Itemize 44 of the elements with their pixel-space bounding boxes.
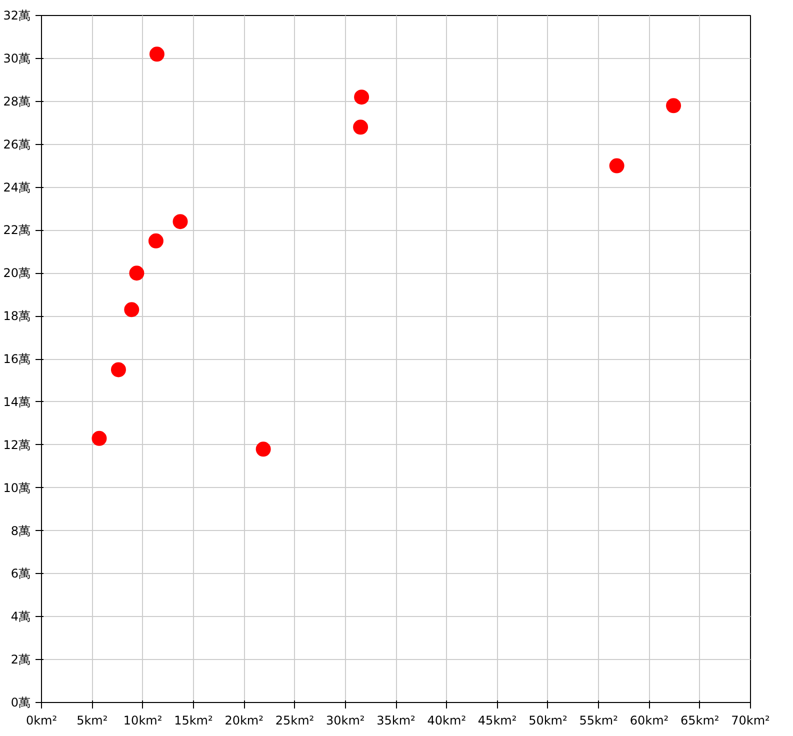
- y-tick-label: 0萬: [10, 696, 31, 710]
- y-tick-label: 22萬: [3, 223, 31, 238]
- y-tick-label: 32萬: [3, 8, 31, 22]
- x-tick-label: 10km²: [123, 714, 162, 728]
- x-tick-label: 30km²: [326, 714, 365, 728]
- y-tick-label: 24萬: [3, 180, 31, 194]
- x-tick-label: 65km²: [680, 714, 720, 728]
- y-tick-label: 10萬: [3, 480, 31, 495]
- x-tick-label: 45km²: [478, 714, 517, 728]
- point: [124, 302, 140, 318]
- x-tick-label: 70km²: [731, 714, 770, 728]
- x-tick-label: 15km²: [174, 714, 213, 728]
- x-tick-label: 0km²: [26, 714, 58, 728]
- point: [129, 266, 144, 281]
- point: [149, 46, 164, 62]
- point: [148, 233, 164, 248]
- point: [354, 90, 370, 105]
- x-tick-label: 5km²: [76, 714, 108, 728]
- y-tick-label: 12萬: [3, 438, 31, 452]
- x-tick-label: 40km²: [427, 714, 466, 728]
- y-tick-label: 26萬: [3, 137, 31, 152]
- x-tick-label: 55km²: [579, 714, 618, 728]
- x-tick-label: 50km²: [528, 714, 568, 728]
- point: [353, 120, 368, 135]
- point: [609, 158, 624, 174]
- point: [172, 214, 188, 230]
- x-tick-label: 25km²: [275, 714, 314, 728]
- y-tick-label: 2萬: [10, 652, 31, 667]
- y-tick-label: 6萬: [10, 566, 31, 581]
- y-tick-label: 16萬: [3, 352, 31, 366]
- y-tick-label: 14萬: [3, 394, 31, 409]
- y-tick-label: 8萬: [10, 524, 31, 538]
- x-tick-label: 35km²: [376, 714, 416, 728]
- y-tick-label: 20萬: [3, 266, 31, 280]
- y-tick-label: 28萬: [3, 94, 31, 108]
- y-tick-label: 30萬: [3, 51, 31, 66]
- point: [256, 442, 271, 457]
- point: [92, 430, 107, 446]
- x-tick-label: 20km²: [224, 714, 264, 728]
- y-tick-label: 18萬: [3, 309, 31, 324]
- point: [110, 362, 126, 378]
- y-tick-label: 4萬: [10, 610, 31, 624]
- x-tick-label: 60km²: [630, 714, 669, 728]
- point: [666, 98, 682, 114]
